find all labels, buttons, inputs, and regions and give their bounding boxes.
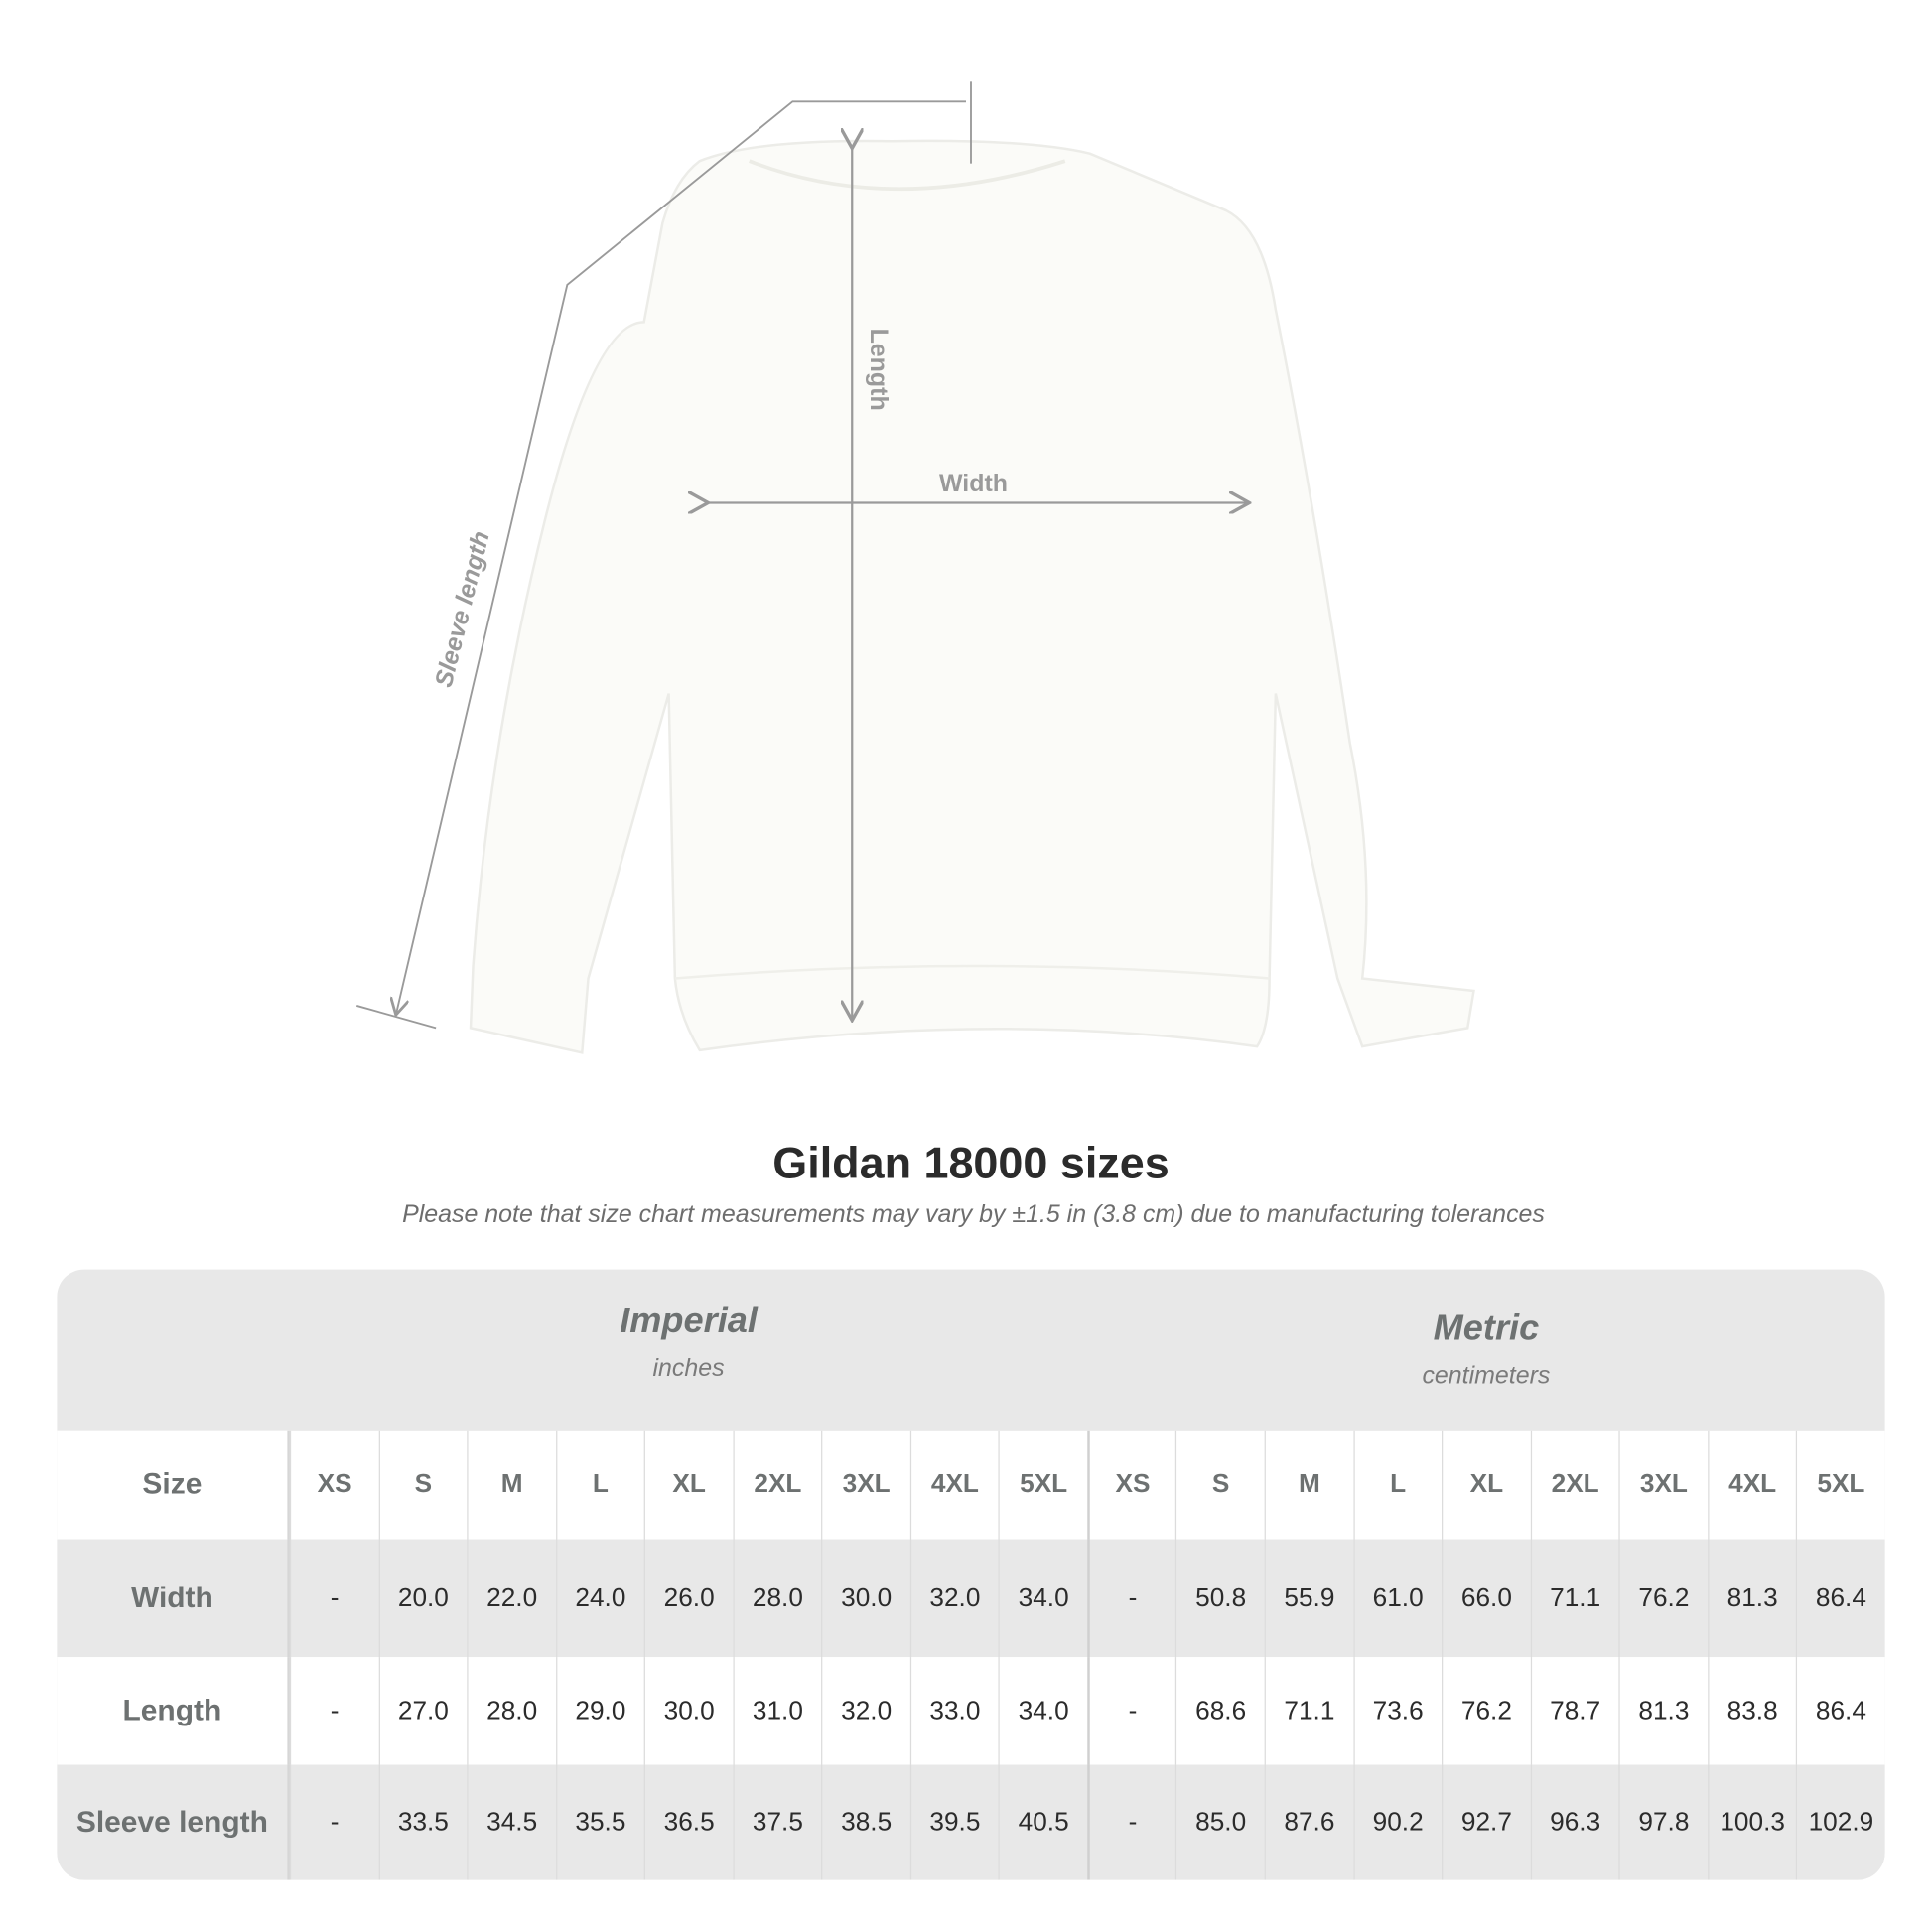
metric-value-cell: 92.7 — [1442, 1764, 1530, 1880]
metric-value-cell: 71.1 — [1264, 1657, 1353, 1765]
imperial-value-cell: - — [289, 1539, 378, 1658]
imperial-value-cell: 26.0 — [643, 1539, 733, 1658]
metric-value-cell: 97.8 — [1618, 1764, 1708, 1880]
row-label: Sleeve length — [57, 1764, 290, 1880]
imperial-value-cell: 30.0 — [821, 1539, 909, 1658]
metric-size-header: 5XL — [1796, 1430, 1884, 1540]
imperial-size-header: S — [378, 1430, 467, 1540]
page-title: Gildan 18000 sizes — [772, 1137, 1170, 1188]
imperial-value-cell: 31.0 — [733, 1657, 821, 1765]
metric-value-cell: 55.9 — [1264, 1539, 1353, 1658]
metric-size-header: 4XL — [1707, 1430, 1796, 1540]
length-label: Length — [865, 329, 893, 411]
imperial-value-cell: 33.5 — [378, 1764, 467, 1880]
imperial-value-cell: 39.5 — [909, 1764, 999, 1880]
imperial-unit: inches — [652, 1354, 725, 1383]
imperial-size-header: 5XL — [998, 1430, 1087, 1540]
imperial-value-cell: 22.0 — [467, 1539, 555, 1658]
metric-value-cell: 83.8 — [1707, 1657, 1796, 1765]
imperial-size-header: XS — [289, 1430, 378, 1540]
size-table: Imperial inches Metric centimeters Size … — [57, 1269, 1885, 1880]
metric-value-cell: - — [1087, 1539, 1175, 1658]
imperial-value-cell: 32.0 — [821, 1657, 909, 1765]
metric-size-header: S — [1175, 1430, 1264, 1540]
metric-value-cell: 86.4 — [1796, 1539, 1884, 1658]
metric-value-cell: 81.3 — [1618, 1657, 1708, 1765]
imperial-value-cell: 37.5 — [733, 1764, 821, 1880]
metric-value-cell: 96.3 — [1530, 1764, 1618, 1880]
imperial-header: Imperial inches — [290, 1302, 1087, 1462]
metric-size-header: XL — [1442, 1430, 1530, 1540]
metric-value-cell: 78.7 — [1530, 1657, 1618, 1765]
metric-value-cell: 61.0 — [1352, 1539, 1442, 1658]
imperial-value-cell: 20.0 — [378, 1539, 467, 1658]
row-label: Width — [57, 1539, 290, 1658]
metric-value-cell: 73.6 — [1352, 1657, 1442, 1765]
tolerance-note: Please note that size chart measurements… — [402, 1201, 1545, 1229]
metric-size-header: 2XL — [1530, 1430, 1618, 1540]
imperial-size-header: M — [467, 1430, 555, 1540]
imperial-value-cell: 38.5 — [821, 1764, 909, 1880]
metric-value-cell: 76.2 — [1442, 1657, 1530, 1765]
metric-value-cell: 102.9 — [1796, 1764, 1884, 1880]
sleeve-length-label: Sleeve length — [430, 528, 495, 690]
imperial-size-header: L — [555, 1430, 644, 1540]
sleeve-measure-line — [356, 81, 972, 1030]
imperial-title: Imperial — [620, 1302, 758, 1341]
size-row: Size XS S M L XL 2XL 3XL 4XL 5XL XS S M L XL 2XL 3XL 4XL… — [57, 1430, 1885, 1540]
metric-value-cell: - — [1087, 1764, 1175, 1880]
row-label: Length — [57, 1657, 290, 1765]
imperial-value-cell: 29.0 — [555, 1657, 644, 1765]
table-row-length: Length -27.0 28.0 29.0 30.0 31.0 32.0 33.0 34.0-… — [57, 1657, 1885, 1765]
metric-value-cell: 68.6 — [1175, 1657, 1264, 1765]
metric-value-cell: 66.0 — [1442, 1539, 1530, 1658]
sweatshirt-image — [469, 139, 1475, 1054]
metric-title: Metric — [1433, 1309, 1540, 1349]
metric-size-header: XS — [1087, 1430, 1175, 1540]
imperial-value-cell: 36.5 — [643, 1764, 733, 1880]
imperial-value-cell: 34.5 — [467, 1764, 555, 1880]
metric-value-cell: 71.1 — [1530, 1539, 1618, 1658]
imperial-size-header: 2XL — [733, 1430, 821, 1540]
imperial-value-cell: 35.5 — [555, 1764, 644, 1880]
metric-value-cell: - — [1087, 1657, 1175, 1765]
imperial-value-cell: 30.0 — [643, 1657, 733, 1765]
imperial-size-header: 3XL — [821, 1430, 909, 1540]
table-row-width: Width -20.0 22.0 24.0 26.0 28.0 30.0 32.0 34.0-5… — [57, 1539, 1885, 1658]
metric-value-cell: 81.3 — [1707, 1539, 1796, 1658]
imperial-value-cell: 40.5 — [998, 1764, 1087, 1880]
metric-value-cell: 86.4 — [1796, 1657, 1884, 1765]
imperial-value-cell: - — [289, 1657, 378, 1765]
imperial-value-cell: 27.0 — [378, 1657, 467, 1765]
imperial-value-cell: 28.0 — [467, 1657, 555, 1765]
metric-size-header: M — [1264, 1430, 1353, 1540]
imperial-value-cell: 24.0 — [555, 1539, 644, 1658]
metric-unit: centimeters — [1422, 1362, 1551, 1390]
imperial-value-cell: 34.0 — [998, 1539, 1087, 1658]
metric-value-cell: 100.3 — [1707, 1764, 1796, 1880]
imperial-value-cell: - — [289, 1764, 378, 1880]
metric-value-cell: 50.8 — [1175, 1539, 1264, 1658]
metric-value-cell: 90.2 — [1352, 1764, 1442, 1880]
imperial-value-cell: 33.0 — [909, 1657, 999, 1765]
metric-value-cell: 85.0 — [1175, 1764, 1264, 1880]
table-row-sleeve-length: Sleeve length -33.5 34.5 35.5 36.5 37.5 38.5 39… — [57, 1764, 1885, 1880]
metric-value-cell: 76.2 — [1618, 1539, 1708, 1658]
size-row-label: Size — [57, 1430, 290, 1540]
metric-value-cell: 87.6 — [1264, 1764, 1353, 1880]
imperial-value-cell: 32.0 — [909, 1539, 999, 1658]
metric-size-header: 3XL — [1618, 1430, 1708, 1540]
metric-size-header: L — [1352, 1430, 1442, 1540]
imperial-value-cell: 28.0 — [733, 1539, 821, 1658]
metric-header: Metric centimeters — [1087, 1310, 1884, 1470]
imperial-size-header: 4XL — [909, 1430, 999, 1540]
width-label: Width — [939, 470, 1008, 497]
imperial-value-cell: 34.0 — [998, 1657, 1087, 1765]
imperial-size-header: XL — [643, 1430, 733, 1540]
sweatshirt-diagram: Length Width Sleeve length — [356, 81, 1475, 1054]
